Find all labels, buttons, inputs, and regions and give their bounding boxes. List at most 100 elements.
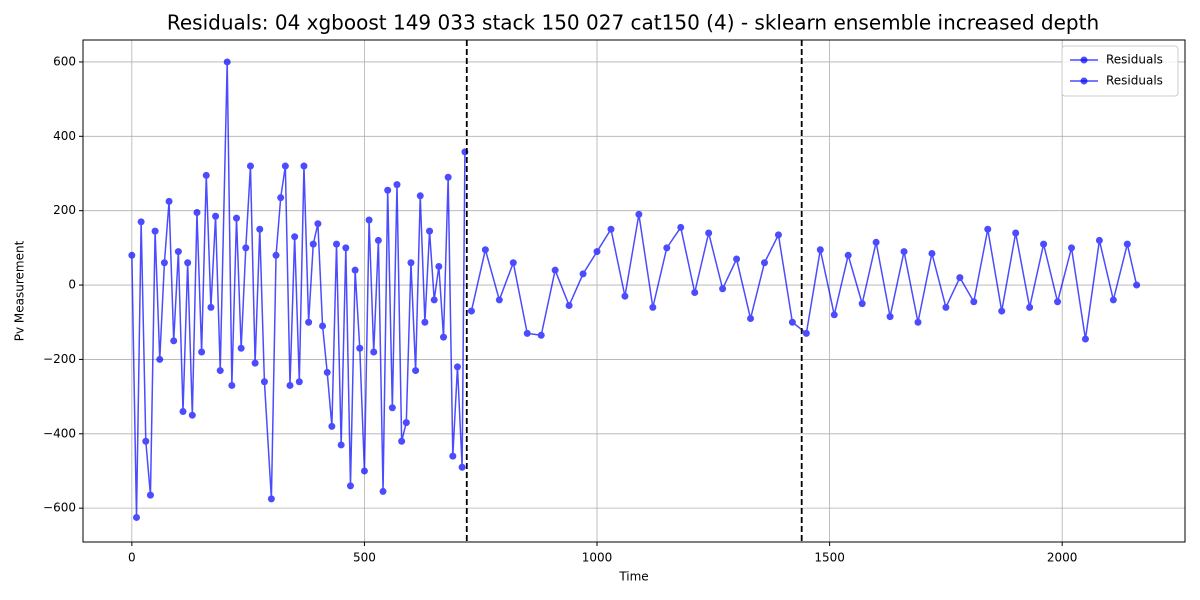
data-point xyxy=(132,513,140,521)
data-point xyxy=(449,452,457,460)
data-point xyxy=(295,378,303,386)
data-point xyxy=(649,303,657,311)
x-tick-label: 2000 xyxy=(1047,551,1078,565)
data-point xyxy=(1081,335,1089,343)
data-point xyxy=(733,255,741,263)
data-point xyxy=(788,318,796,326)
series xyxy=(128,58,469,521)
data-point xyxy=(509,259,517,267)
data-point xyxy=(402,419,410,427)
data-point xyxy=(342,244,350,252)
data-point xyxy=(237,344,245,352)
data-point xyxy=(314,220,322,228)
y-tick-label: −200 xyxy=(43,352,76,366)
data-point xyxy=(272,251,280,259)
data-point xyxy=(621,292,629,300)
data-point xyxy=(184,259,192,267)
data-point xyxy=(872,238,880,246)
series-line xyxy=(131,61,466,518)
y-tick-label: 600 xyxy=(53,54,76,68)
data-point xyxy=(323,368,331,376)
data-point xyxy=(267,495,275,503)
data-point xyxy=(281,162,289,170)
data-point xyxy=(942,303,950,311)
data-point xyxy=(760,259,768,267)
data-point xyxy=(198,348,206,356)
data-point xyxy=(998,307,1006,315)
data-point xyxy=(246,162,254,170)
plot-frame xyxy=(82,39,1186,543)
data-point xyxy=(663,244,671,252)
x-axis-label: Time xyxy=(618,570,648,584)
data-point xyxy=(365,216,373,224)
data-point xyxy=(260,378,268,386)
data-point xyxy=(858,300,866,308)
data-point xyxy=(146,491,154,499)
data-point xyxy=(170,337,178,345)
data-point xyxy=(407,259,415,267)
data-point xyxy=(277,194,285,202)
y-tick-label: −400 xyxy=(43,426,76,440)
data-point xyxy=(165,197,173,205)
data-point xyxy=(216,367,224,375)
data-point xyxy=(802,329,810,337)
data-point xyxy=(202,171,210,179)
data-point xyxy=(305,318,313,326)
data-point xyxy=(393,181,401,189)
data-point xyxy=(579,270,587,278)
data-point xyxy=(242,244,250,252)
data-point xyxy=(160,259,168,267)
data-point xyxy=(384,186,392,194)
data-point xyxy=(156,355,164,363)
data-point xyxy=(830,311,838,319)
data-point xyxy=(677,223,685,231)
data-point xyxy=(1067,244,1075,252)
data-point xyxy=(370,348,378,356)
data-point xyxy=(412,367,420,375)
chart-title: Residuals: 04 xgboost 149 033 stack 150 … xyxy=(167,11,1099,35)
data-point xyxy=(635,210,643,218)
data-point xyxy=(137,218,145,226)
data-point xyxy=(523,329,531,337)
x-tick-label: 1500 xyxy=(814,551,845,565)
data-point xyxy=(256,225,264,233)
data-point xyxy=(928,249,936,257)
data-point xyxy=(212,212,220,220)
data-point xyxy=(142,437,150,445)
series xyxy=(467,210,1141,343)
data-point xyxy=(705,229,713,237)
data-point xyxy=(1095,236,1103,244)
data-point xyxy=(374,236,382,244)
data-point xyxy=(956,274,964,282)
legend-marker xyxy=(1080,77,1088,85)
legend-box xyxy=(1061,45,1179,97)
data-point xyxy=(747,315,755,323)
data-point xyxy=(593,248,601,256)
data-point xyxy=(360,467,368,475)
data-point xyxy=(1133,281,1141,289)
data-point xyxy=(440,333,448,341)
data-point xyxy=(346,482,354,490)
data-point xyxy=(174,248,182,256)
legend-marker xyxy=(1080,56,1088,64)
data-point xyxy=(719,285,727,293)
data-point xyxy=(481,246,489,254)
data-point xyxy=(816,246,824,254)
data-point xyxy=(379,487,387,495)
data-point xyxy=(291,233,299,241)
y-tick-label: 200 xyxy=(53,203,76,217)
data-point xyxy=(1109,296,1117,304)
data-point xyxy=(398,437,406,445)
data-point xyxy=(337,441,345,449)
data-point xyxy=(774,231,782,239)
data-point xyxy=(319,322,327,330)
legend-label: Residuals xyxy=(1106,74,1163,88)
data-point xyxy=(223,58,231,66)
y-tick-label: 400 xyxy=(53,129,76,143)
data-point xyxy=(426,227,434,235)
data-point xyxy=(458,463,466,471)
data-point xyxy=(1054,298,1062,306)
legend-label: Residuals xyxy=(1106,53,1163,67)
x-tick-label: 500 xyxy=(353,551,376,565)
data-point xyxy=(233,214,241,222)
